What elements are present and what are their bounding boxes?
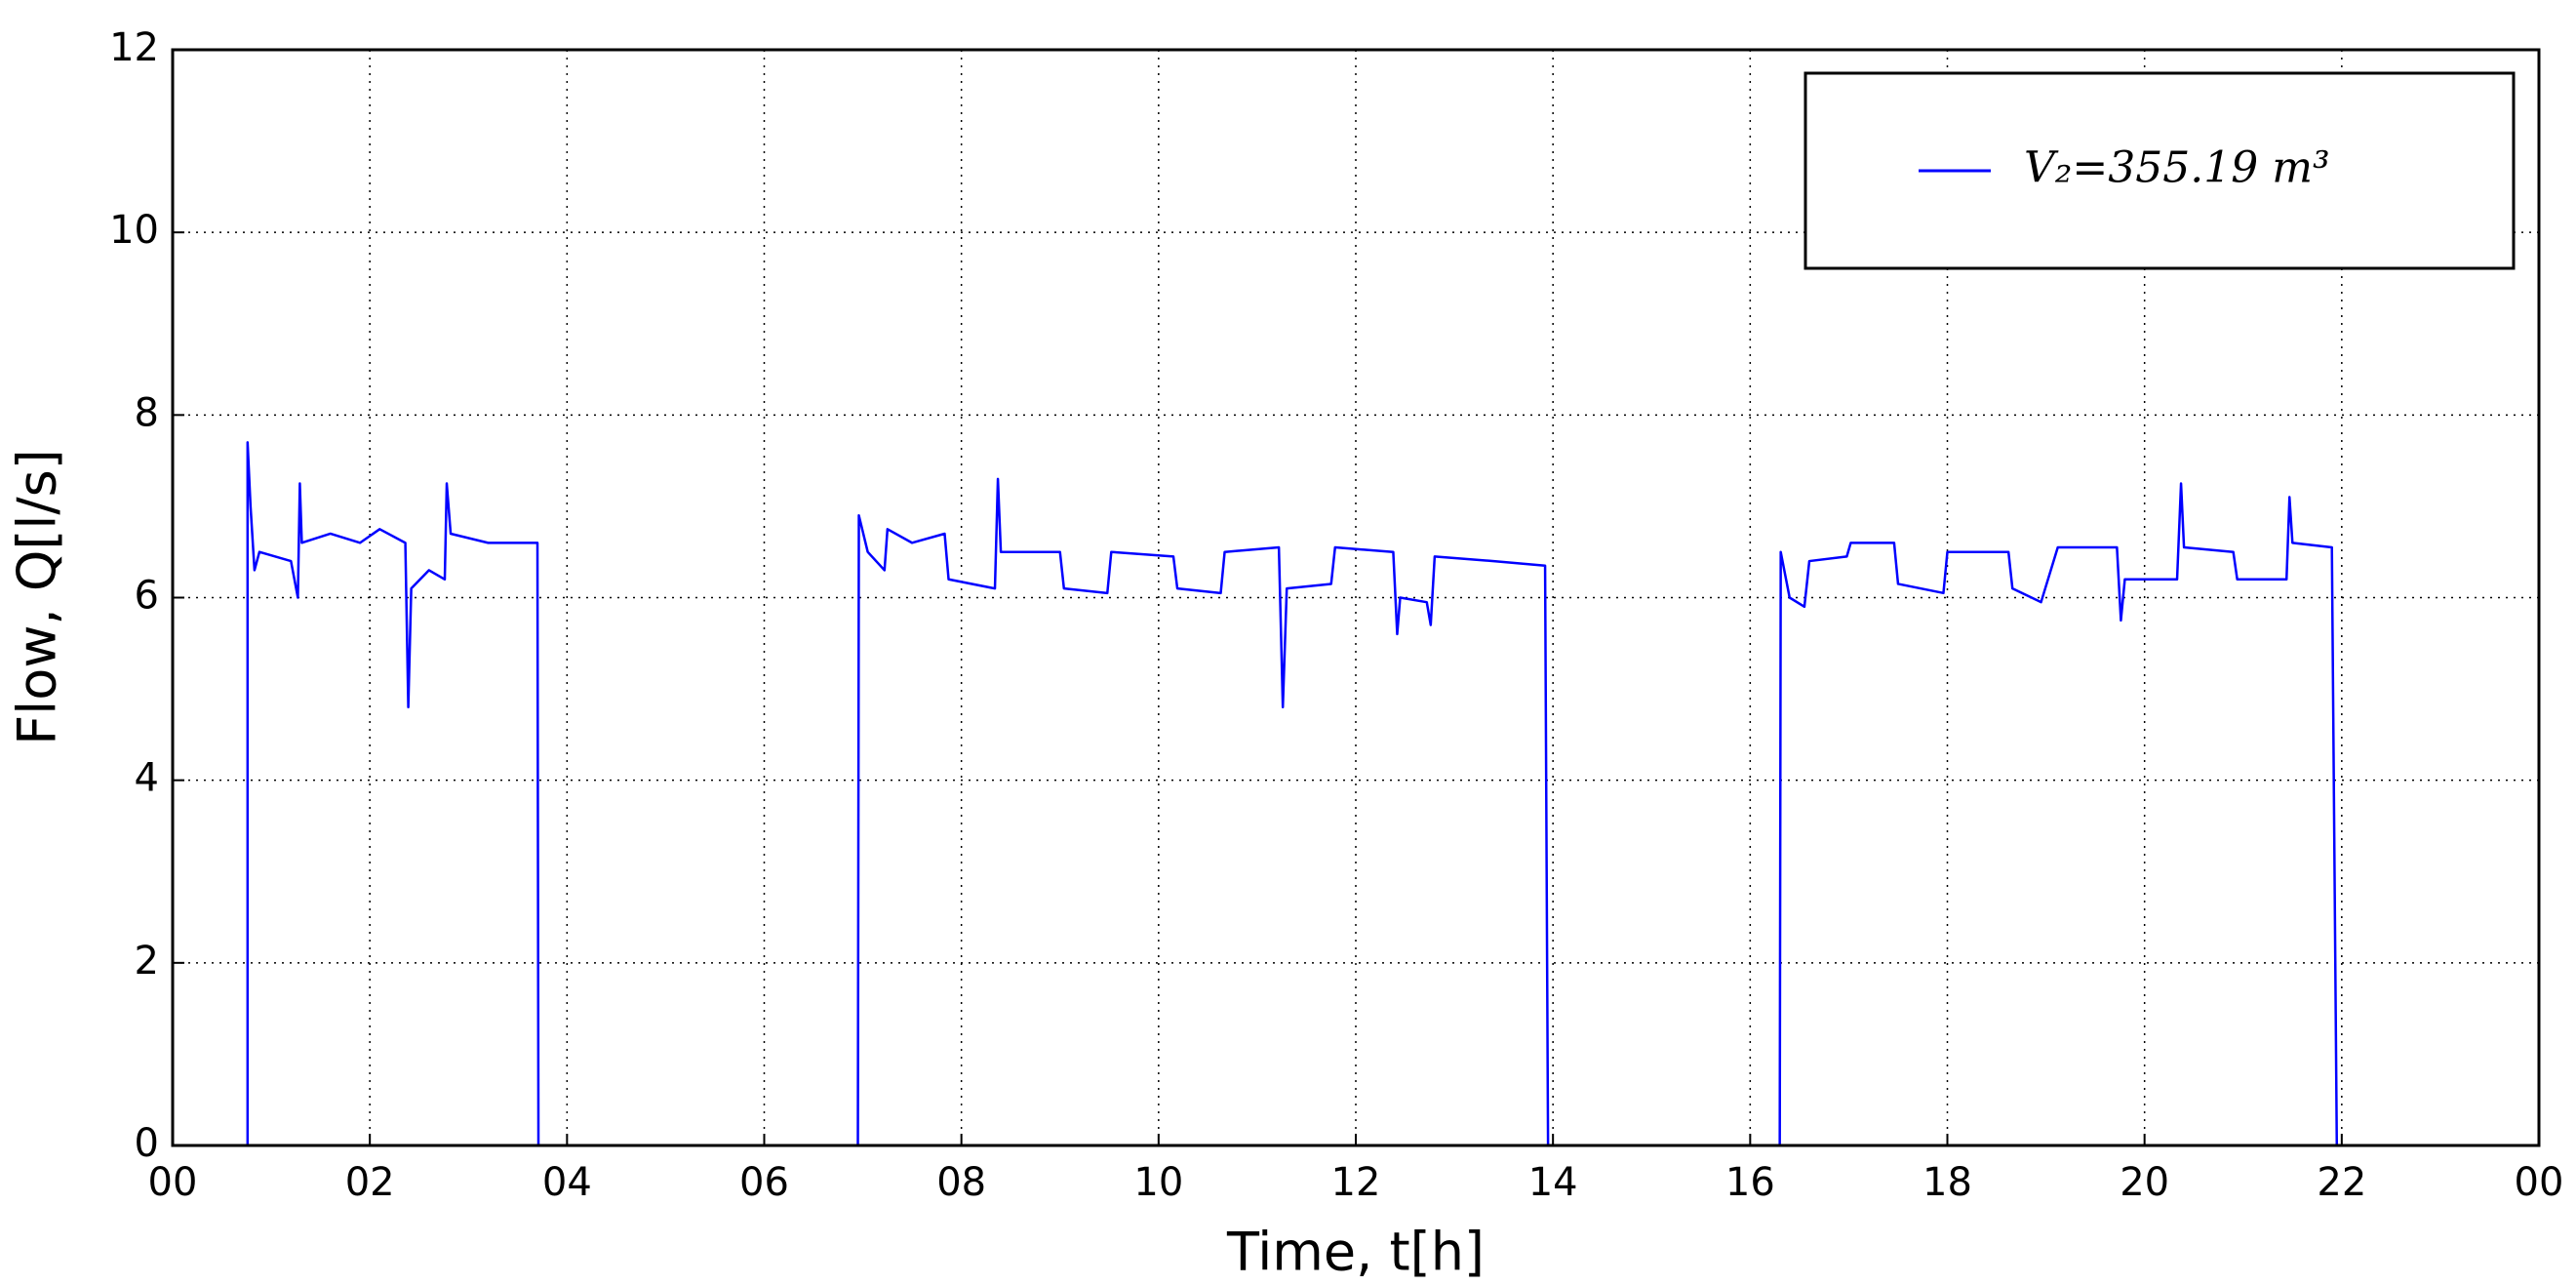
x-tick-label: 00 — [148, 1160, 198, 1205]
y-tick-label: 0 — [135, 1121, 159, 1166]
y-axis-label: Flow, Q[l/s] — [7, 449, 68, 745]
y-tick-label: 2 — [135, 939, 159, 984]
y-tick-label: 10 — [109, 208, 159, 253]
x-tick-label: 14 — [1528, 1160, 1578, 1205]
x-tick-label: 12 — [1331, 1160, 1381, 1205]
x-tick-label: 04 — [542, 1160, 592, 1205]
x-tick-label: 18 — [1922, 1160, 1972, 1205]
x-tick-label: 22 — [2317, 1160, 2366, 1205]
x-tick-label: 10 — [1133, 1160, 1183, 1205]
y-tick-label: 12 — [109, 25, 159, 70]
x-tick-label: 20 — [2120, 1160, 2169, 1205]
y-tick-label: 8 — [135, 390, 159, 435]
y-tick-label: 4 — [135, 756, 159, 801]
legend-label: V₂=355.19 m³ — [2024, 143, 2330, 193]
x-tick-label: 06 — [739, 1160, 789, 1205]
x-tick-label: 00 — [2515, 1160, 2564, 1205]
y-tick-label: 6 — [135, 574, 159, 619]
plot-frame — [171, 48, 2541, 1147]
x-axis-label: Time, t[h] — [1226, 1222, 1485, 1283]
x-tick-label: 08 — [936, 1160, 986, 1205]
x-tick-label: 16 — [1725, 1160, 1775, 1205]
data-line — [173, 441, 2539, 1147]
x-tick-label: 02 — [345, 1160, 395, 1205]
